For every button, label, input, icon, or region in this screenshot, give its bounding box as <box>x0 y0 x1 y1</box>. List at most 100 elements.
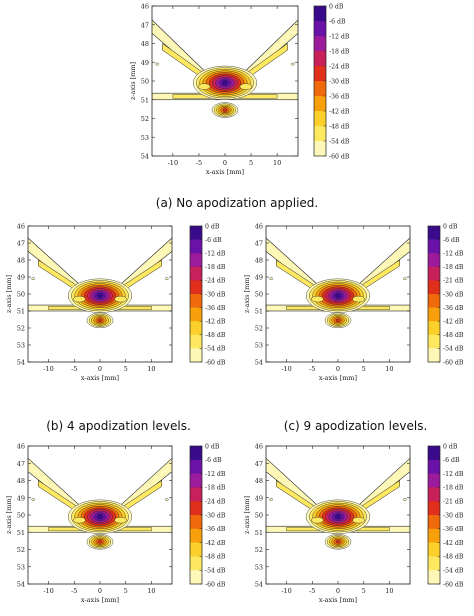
colorbar-segment <box>190 528 202 543</box>
colorbar-segment <box>314 81 326 97</box>
colorbar-segment <box>428 226 440 240</box>
artifact-dot <box>269 498 273 501</box>
colorbar-label: -48 dB <box>329 123 350 130</box>
colorbar-label: -48 dB <box>205 332 226 339</box>
y-tick-label: 52 <box>255 546 263 554</box>
main-lobe-contour <box>334 514 342 520</box>
x-tick-label: -10 <box>281 587 291 595</box>
colorbar-label: -36 dB <box>443 526 464 533</box>
x-axis-label: x-axis [mm] <box>81 374 119 382</box>
x-tick-label: -10 <box>43 587 53 595</box>
colorbar-label: -24 dB <box>205 499 226 506</box>
y-tick-label: 47 <box>255 460 263 468</box>
colorbar-segment <box>314 66 326 82</box>
side-blob <box>239 83 253 90</box>
x-axis-label: x-axis [mm] <box>81 596 119 604</box>
caption-c: (c) 9 apodization levels. <box>283 419 428 433</box>
x-tick-label: -5 <box>309 365 315 373</box>
y-tick-label: 51 <box>255 308 263 316</box>
colorbar-segment <box>190 501 202 516</box>
colorbar-label: -18 dB <box>443 485 464 492</box>
beam-pattern-plot-a: 46 47 48 49 50 51 52 53 54 -10 -5 0 5 10 x-axis [mm] z-… <box>129 3 350 177</box>
colorbar-segment <box>428 487 440 502</box>
colorbar-label: -30 dB <box>329 78 350 85</box>
colorbar-label: -18 dB <box>443 264 464 271</box>
y-tick-label: 47 <box>17 460 25 468</box>
colorbar-segment <box>428 515 440 530</box>
colorbar-segment <box>190 556 202 571</box>
main-lobe-contour <box>96 514 104 520</box>
colorbar-segment <box>190 321 202 336</box>
figure-panel-a: 46 47 48 49 50 51 52 53 54 -10 -5 0 5 10 x-axis [mm] z-… <box>118 2 358 177</box>
colorbar-segment <box>314 21 326 37</box>
colorbar-label: -24 dB <box>329 63 350 70</box>
y-tick-label: 53 <box>141 134 149 142</box>
x-tick-label: 10 <box>385 365 393 373</box>
colorbar-label: -48 dB <box>205 554 226 561</box>
secondary-lobe-contour <box>335 318 341 323</box>
colorbar-label: -36 dB <box>205 526 226 533</box>
side-blob <box>311 295 324 303</box>
y-tick-label: 46 <box>141 3 149 11</box>
y-axis-label: z-axis [mm] <box>5 496 13 534</box>
colorbar-label: -54 dB <box>329 138 350 145</box>
colorbar-label: -54 dB <box>443 346 464 353</box>
colorbar-label: -12 dB <box>329 33 350 40</box>
colorbar-label: -54 dB <box>205 568 226 575</box>
artifact-dot <box>403 498 407 501</box>
colorbar-label: -42 dB <box>329 108 350 115</box>
x-axis-label: x-axis [mm] <box>319 374 357 382</box>
x-tick-label: -5 <box>196 159 202 167</box>
side-blob <box>352 295 365 303</box>
colorbar-label: -60 dB <box>205 359 226 366</box>
y-tick-label: 50 <box>17 291 25 299</box>
y-tick-label: 51 <box>17 308 25 316</box>
x-tick-label: 10 <box>273 159 281 167</box>
colorbar-label: -42 dB <box>443 540 464 547</box>
colorbar-segment <box>190 280 202 295</box>
y-tick-label: 47 <box>255 240 263 248</box>
y-tick-label: 49 <box>255 274 263 282</box>
y-tick-label: 47 <box>17 240 25 248</box>
caption-b: (b) 4 apodization levels. <box>46 419 191 433</box>
y-tick-label: 53 <box>255 342 263 350</box>
colorbar-label: 0 dB <box>205 223 220 230</box>
y-tick-label: 48 <box>255 257 263 265</box>
colorbar-label: -42 dB <box>205 540 226 547</box>
colorbar-label: -12 dB <box>443 251 464 258</box>
colorbar-label: -30 dB <box>205 291 226 298</box>
side-blob <box>197 83 211 90</box>
colorbar-label: -54 dB <box>443 568 464 575</box>
x-tick-label: -10 <box>281 365 291 373</box>
x-tick-label: -10 <box>43 365 53 373</box>
colorbar-segment <box>190 473 202 488</box>
y-tick-label: 51 <box>255 529 263 537</box>
colorbar-label: -6 dB <box>443 457 460 464</box>
y-tick-label: 50 <box>255 512 263 520</box>
x-axis-label: x-axis [mm] <box>319 596 357 604</box>
x-tick-label: 0 <box>336 365 340 373</box>
colorbar-label: -6 dB <box>205 457 222 464</box>
colorbar-segment <box>428 570 440 585</box>
y-tick-label: 52 <box>17 325 25 333</box>
artifact-dot <box>165 277 169 281</box>
main-lobe-contour <box>96 292 104 299</box>
artifact-dot <box>31 498 35 501</box>
colorbar-label: -60 dB <box>443 359 464 366</box>
side-blob <box>114 516 127 524</box>
artifact-dot <box>165 498 169 501</box>
colorbar-label: -6 dB <box>443 237 460 244</box>
y-tick-label: 53 <box>255 563 263 571</box>
main-lobe-contour <box>221 80 229 86</box>
colorbar-label: -36 dB <box>443 305 464 312</box>
y-tick-label: 46 <box>17 443 25 451</box>
y-tick-label: 51 <box>17 529 25 537</box>
colorbar-label: 0 dB <box>443 443 458 450</box>
colorbar-segment <box>428 321 440 336</box>
colorbar-segment <box>428 459 440 474</box>
colorbar-label: -30 dB <box>205 512 226 519</box>
side-blob <box>73 295 86 303</box>
x-tick-label: -5 <box>309 587 315 595</box>
colorbar-label: -30 dB <box>443 291 464 298</box>
colorbar-label: -54 dB <box>205 346 226 353</box>
